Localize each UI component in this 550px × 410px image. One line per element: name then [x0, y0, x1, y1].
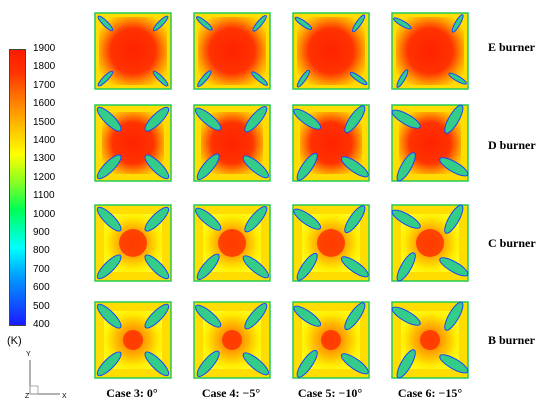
colorbar-tick-label: 1800: [33, 61, 56, 73]
colorbar-tick-label: 400: [33, 319, 50, 330]
colorbar-tick-label: 800: [33, 245, 50, 257]
colorbar-tick-label: 700: [33, 263, 50, 275]
axis-triad: [29, 360, 60, 395]
contour-panel: [193, 104, 271, 182]
colorbar: [9, 49, 26, 326]
contour-panel: [94, 301, 172, 379]
contour-panel: [391, 204, 469, 282]
colorbar-tick-label: 1700: [33, 79, 56, 91]
axis-x-label: X: [62, 393, 67, 400]
colorbar-tick-label: 900: [33, 227, 50, 238]
row-label-e-burner: E burner: [488, 40, 536, 54]
col-label-case-4: Case 4: −5°: [201, 386, 261, 400]
contour-panel: [94, 204, 172, 282]
contour-panel: [94, 104, 172, 182]
colorbar-tick-label: 1600: [33, 98, 56, 110]
colorbar-tick-label: 1200: [33, 171, 56, 183]
colorbar-unit: (K): [7, 335, 22, 347]
colorbar-tick-label: 600: [33, 282, 50, 294]
colorbar-tick-label: 1500: [33, 116, 56, 128]
colorbar-tick-label: 1900: [33, 43, 56, 54]
contour-panel: [292, 204, 370, 282]
colorbar-tick-label: 500: [33, 300, 50, 312]
axis-y-label: Y: [26, 351, 31, 358]
contour-panel: [391, 104, 469, 182]
col-label-case-3: Case 3: 0°: [106, 386, 158, 400]
col-label-case-6: Case 6: −15°: [397, 386, 463, 400]
row-label-b-burner: B burner: [488, 333, 536, 347]
col-label-case-5: Case 5: −10°: [297, 386, 363, 400]
contour-panel: [391, 301, 469, 379]
axis-z-label: Z: [25, 393, 30, 400]
contour-panel: [193, 204, 271, 282]
row-label-d-burner: D burner: [488, 138, 536, 152]
contour-panel: [292, 104, 370, 182]
colorbar-tick-label: 1300: [33, 153, 56, 165]
contour-panel: [292, 301, 370, 379]
contour-panel: [193, 12, 271, 90]
colorbar-tick-label: 1100: [33, 190, 55, 202]
colorbar-tick-label: 1400: [33, 135, 56, 146]
contour-panel: [94, 12, 172, 90]
colorbar-tick-label: 1000: [33, 208, 56, 220]
contour-panel: [193, 301, 271, 379]
contour-panel: [292, 12, 370, 90]
contour-panel: [391, 12, 469, 90]
row-label-c-burner: C burner: [488, 236, 536, 250]
